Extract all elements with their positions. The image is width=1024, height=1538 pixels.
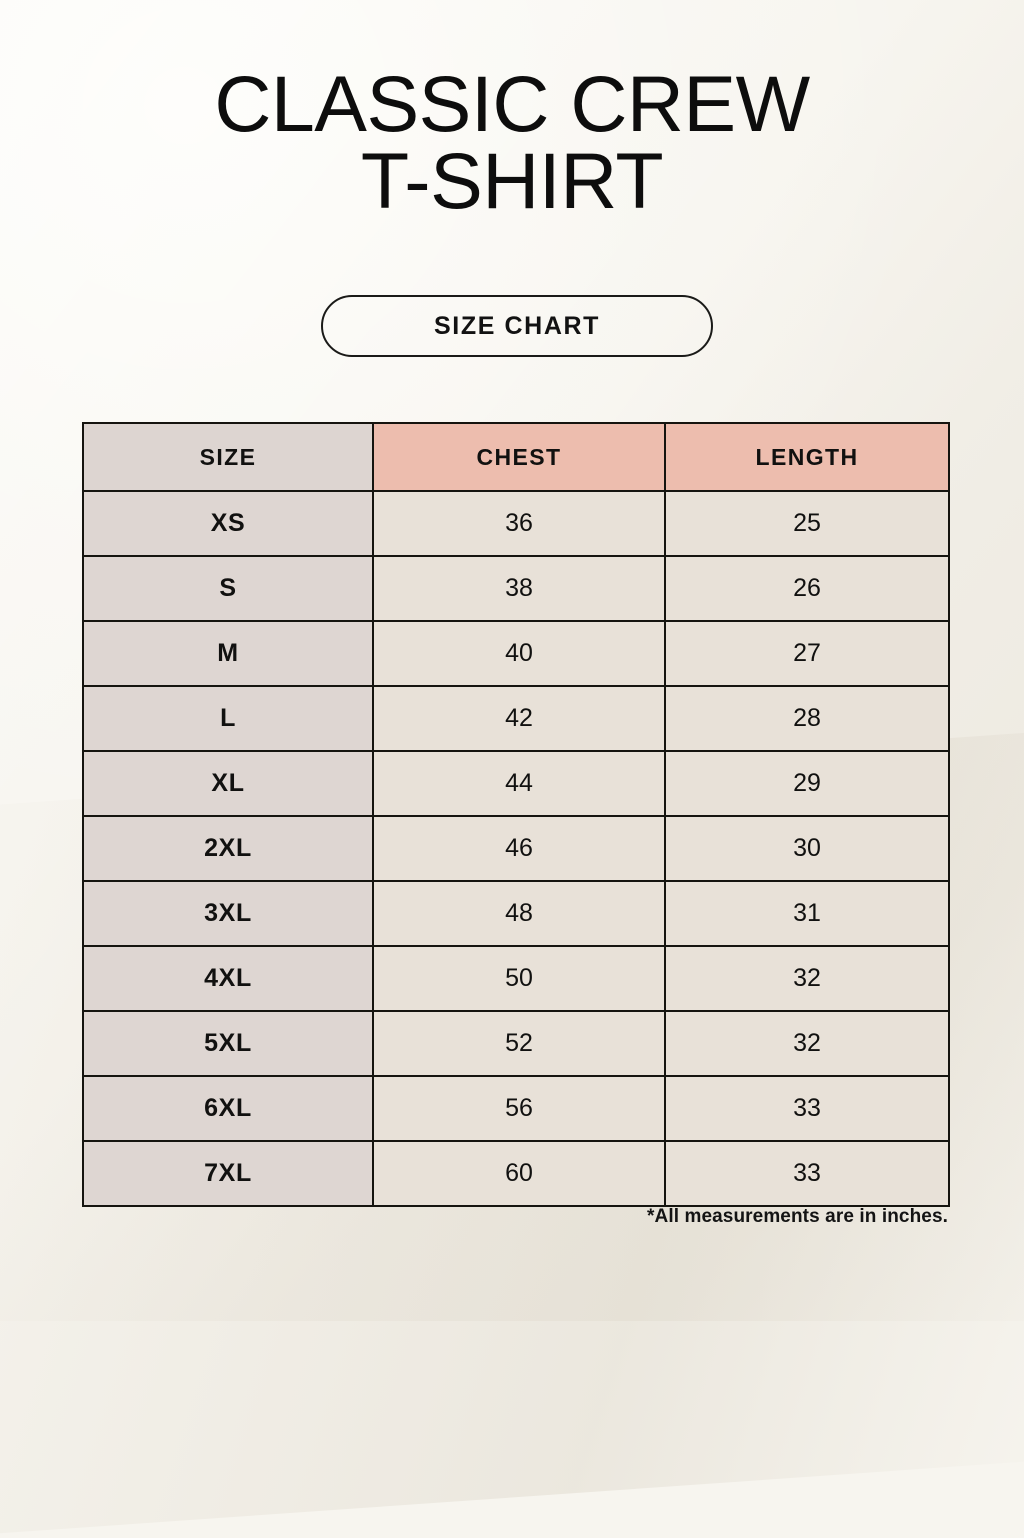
table-row: L 42 28 <box>82 685 950 752</box>
cell-chest: 36 <box>372 490 666 557</box>
cell-size: XS <box>82 490 374 557</box>
page-title-line-2: T-SHIRT <box>360 135 664 225</box>
size-chart-table: SIZE CHEST LENGTH XS 36 25 S 38 26 M 40 … <box>82 422 950 1207</box>
cell-chest: 48 <box>372 880 666 947</box>
cell-size: 6XL <box>82 1075 374 1142</box>
cell-chest: 46 <box>372 815 666 882</box>
cell-length: 33 <box>664 1140 950 1207</box>
table-row: 5XL 52 32 <box>82 1010 950 1077</box>
table-body: XS 36 25 S 38 26 M 40 27 L 42 28 XL 44 <box>82 490 950 1207</box>
cell-chest: 50 <box>372 945 666 1012</box>
cell-chest: 44 <box>372 750 666 817</box>
cell-length: 31 <box>664 880 950 947</box>
cell-chest: 52 <box>372 1010 666 1077</box>
cell-size: 3XL <box>82 880 374 947</box>
cell-size: S <box>82 555 374 622</box>
cell-length: 29 <box>664 750 950 817</box>
cell-chest: 40 <box>372 620 666 687</box>
cell-length: 33 <box>664 1075 950 1142</box>
column-header-size: SIZE <box>82 422 374 492</box>
column-header-chest: CHEST <box>372 422 666 492</box>
cell-size: 7XL <box>82 1140 374 1207</box>
size-chart-page: CLASSIC CREW T-SHIRT SIZE CHART SIZE CHE… <box>0 59 1024 1227</box>
cell-chest: 42 <box>372 685 666 752</box>
table-row: 4XL 50 32 <box>82 945 950 1012</box>
cell-chest: 56 <box>372 1075 666 1142</box>
cell-length: 25 <box>664 490 950 557</box>
table-row: 2XL 46 30 <box>82 815 950 882</box>
cell-size: 4XL <box>82 945 374 1012</box>
column-header-length: LENGTH <box>664 422 950 492</box>
cell-length: 27 <box>664 620 950 687</box>
cell-size: XL <box>82 750 374 817</box>
table-row: M 40 27 <box>82 620 950 687</box>
table-header: SIZE CHEST LENGTH <box>82 422 950 492</box>
cell-size: 5XL <box>82 1010 374 1077</box>
measurements-footnote: *All measurements are in inches. <box>647 1206 948 1227</box>
table-row: 7XL 60 33 <box>82 1140 950 1207</box>
page-title-line-1: CLASSIC CREW <box>214 59 810 148</box>
cell-length: 32 <box>664 945 950 1012</box>
table-row: XL 44 29 <box>82 750 950 817</box>
table-row: S 38 26 <box>82 555 950 622</box>
cell-size: M <box>82 620 374 687</box>
cell-length: 30 <box>664 815 950 882</box>
table-row: 3XL 48 31 <box>82 880 950 947</box>
table-header-row: SIZE CHEST LENGTH <box>82 422 950 492</box>
cell-length: 32 <box>664 1010 950 1077</box>
cell-chest: 60 <box>372 1140 666 1207</box>
size-chart-badge-label: SIZE CHART <box>434 311 600 340</box>
cell-chest: 38 <box>372 555 666 622</box>
page-title: CLASSIC CREW T-SHIRT <box>0 59 1024 225</box>
table-row: 6XL 56 33 <box>82 1075 950 1142</box>
cell-length: 26 <box>664 555 950 622</box>
size-chart-badge: SIZE CHART <box>321 295 713 357</box>
cell-size: 2XL <box>82 815 374 882</box>
table-row: XS 36 25 <box>82 490 950 557</box>
cell-length: 28 <box>664 685 950 752</box>
cell-size: L <box>82 685 374 752</box>
